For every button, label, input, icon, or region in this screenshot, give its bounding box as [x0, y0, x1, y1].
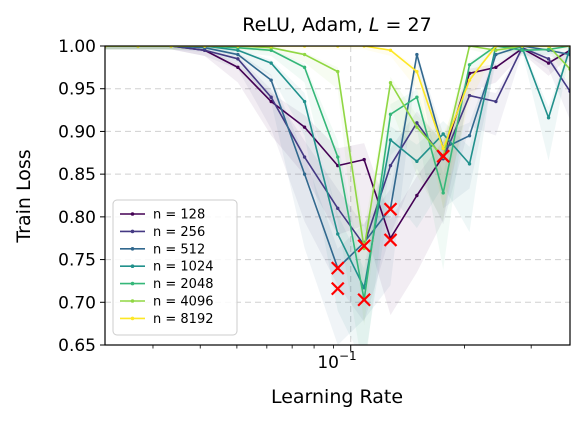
data-point — [494, 99, 498, 104]
plot-frame — [104, 45, 571, 346]
data-point — [336, 155, 340, 159]
data-point — [302, 172, 307, 176]
data-point — [388, 138, 393, 142]
y-tick-label: 0.80 — [58, 208, 96, 228]
data-point — [388, 48, 393, 52]
series-band — [105, 46, 570, 345]
best-marker — [383, 202, 398, 216]
data-point — [202, 48, 207, 52]
best-marker — [330, 261, 345, 275]
data-point — [467, 78, 472, 82]
data-point — [269, 61, 273, 65]
legend-swatch-dot — [130, 229, 135, 234]
data-point — [388, 163, 393, 168]
marker-stroke — [330, 261, 345, 275]
y-tick-label: 0.65 — [58, 336, 96, 356]
legend-swatch-dot — [130, 281, 135, 286]
marker-stroke — [330, 281, 345, 296]
data-point — [336, 206, 340, 211]
data-point — [269, 95, 273, 99]
x-tick-label: 10−1 — [317, 349, 356, 373]
series-band — [105, 46, 570, 345]
legend-label: n = 512 — [153, 242, 205, 257]
legend-swatch-dot — [130, 247, 135, 251]
data-point — [441, 191, 445, 195]
data-point — [546, 61, 551, 65]
data-point — [467, 63, 472, 67]
data-point — [494, 65, 498, 70]
series-lines — [105, 46, 570, 302]
legend-swatch-dot — [130, 299, 135, 303]
data-point — [269, 99, 273, 104]
data-point — [302, 99, 307, 104]
legend-swatch-dot — [130, 212, 135, 216]
y-tick-label: 0.75 — [58, 251, 96, 271]
data-point — [388, 112, 393, 117]
data-point — [415, 193, 419, 198]
x-axis-label: Learning Rate — [271, 386, 403, 408]
best-marker — [357, 292, 371, 307]
data-point — [236, 65, 240, 70]
data-point — [336, 232, 340, 236]
marker-stroke — [357, 292, 371, 307]
series-band — [105, 46, 570, 345]
data-point — [302, 65, 307, 70]
legend-label: n = 8192 — [153, 312, 213, 327]
data-point — [236, 48, 240, 52]
best-markers — [330, 149, 450, 307]
data-point — [302, 52, 307, 57]
y-tick-label: 0.95 — [58, 80, 96, 100]
data-point — [302, 125, 307, 129]
legend-label: n = 128 — [153, 208, 205, 223]
marker-stroke — [436, 149, 450, 163]
marker-stroke — [383, 202, 398, 216]
data-point — [415, 95, 419, 99]
legend-label: n = 2048 — [153, 277, 213, 292]
marker-stroke — [383, 233, 398, 247]
data-point — [441, 146, 445, 151]
data-point — [415, 121, 419, 125]
data-point — [520, 48, 524, 52]
y-tick-label: 0.70 — [58, 293, 96, 313]
axis-ticks: 0.65 0.70 0.75 0.80 0.85 0.90 0.95 1.00 — [58, 37, 532, 356]
best-marker — [383, 233, 398, 247]
legend-label: n = 256 — [153, 225, 205, 240]
data-point — [388, 81, 393, 85]
y-axis-label: Train Loss — [13, 149, 35, 243]
legend-swatch-dot — [130, 316, 135, 321]
y-tick-label: 0.90 — [58, 122, 96, 142]
data-point — [441, 132, 445, 136]
data-point — [494, 48, 498, 52]
data-point — [415, 125, 419, 129]
data-point — [236, 57, 240, 61]
marker-stroke — [357, 239, 371, 253]
data-point — [415, 159, 419, 164]
y-tick-label: 0.85 — [58, 165, 96, 185]
data-point — [415, 69, 419, 74]
data-point — [494, 52, 498, 57]
data-point — [236, 52, 240, 57]
best-marker — [436, 149, 450, 163]
data-point — [546, 116, 551, 120]
data-point — [269, 78, 273, 82]
y-tick-label: 1.00 — [58, 37, 96, 57]
legend-swatch-dot — [130, 264, 135, 269]
data-point — [467, 134, 472, 138]
chart-title: ReLU, Adam, L = 27 — [242, 14, 431, 36]
best-marker — [330, 281, 345, 296]
data-point — [362, 157, 366, 162]
data-point — [467, 93, 472, 98]
legend-label: n = 4096 — [153, 295, 213, 310]
legend-label: n = 1024 — [153, 260, 213, 275]
legend: n = 128 n = 256 n = 512 n = 1024 n = 2048 n =… — [112, 199, 238, 336]
data-point — [415, 52, 419, 57]
data-point — [546, 57, 551, 61]
data-point — [302, 155, 307, 159]
data-point — [467, 162, 472, 166]
data-point — [269, 48, 273, 52]
best-marker — [357, 239, 371, 253]
data-point — [336, 69, 340, 74]
data-point — [546, 47, 551, 52]
